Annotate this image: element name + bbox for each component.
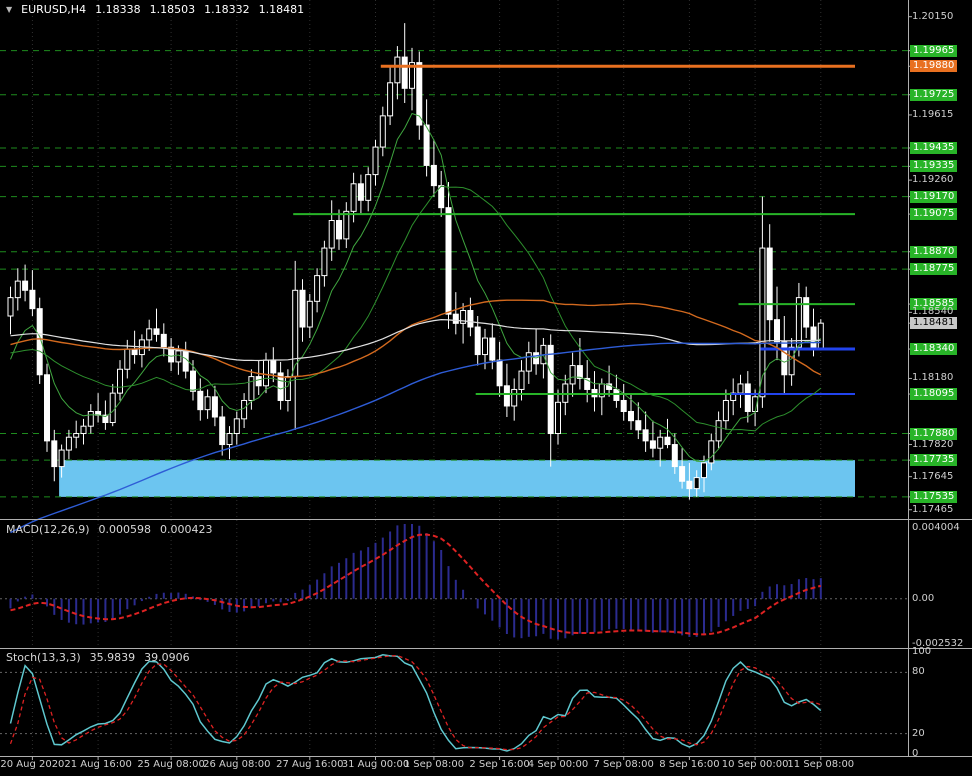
- stoch-indicator-name: Stoch(13,3,3): [6, 651, 81, 664]
- price-axis-label: 1.17880: [910, 428, 958, 440]
- price-axis-label: 1.19725: [910, 89, 958, 101]
- price-axis-label: 1.17645: [912, 471, 954, 482]
- stoch-main-value: 35.9839: [89, 651, 136, 664]
- stoch-axis-label: 80: [912, 666, 925, 677]
- chart-header: ▼ EURUSD,H4 1.18338 1.18503 1.18332 1.18…: [6, 3, 304, 16]
- price-axis-label: 1.17465: [912, 504, 954, 515]
- macd-main-value: 0.000598: [98, 523, 152, 536]
- price-axis-label: 1.19880: [910, 60, 958, 72]
- price-axis-label: 1.18180: [912, 372, 954, 383]
- macd-signal-value: 0.000423: [160, 523, 213, 536]
- time-axis-label: 2 Sep 16:00: [469, 759, 530, 770]
- time-axis-label: 20 Aug 2020: [0, 759, 65, 770]
- time-axis-label: 25 Aug 08:00: [137, 759, 205, 770]
- price-axis-label: 1.20150: [912, 11, 954, 22]
- price-axis-label: 1.19075: [910, 208, 958, 220]
- price-axis-label: 1.18340: [910, 343, 958, 355]
- symbol-timeframe-label: EURUSD,H4: [21, 3, 87, 16]
- price-axis-label: 1.19260: [912, 174, 954, 185]
- ohlc-low-value: 1.18332: [204, 3, 250, 16]
- time-axis-label: 11 Sep 08:00: [787, 759, 855, 770]
- time-axis-label: 26 Aug 08:00: [203, 759, 271, 770]
- price-axis-label: 1.18585: [910, 298, 958, 310]
- stoch-axis-label: 0: [912, 748, 919, 759]
- ohlc-open-value: 1.18338: [95, 3, 141, 16]
- price-axis-label: 1.18870: [910, 246, 958, 258]
- time-axis-label: 7 Sep 08:00: [593, 759, 654, 770]
- price-axis-label: 1.17535: [910, 491, 958, 503]
- stoch-signal-value: 39.0906: [144, 651, 190, 664]
- macd-panel-label: MACD(12,26,9) 0.000598 0.000423: [6, 523, 213, 536]
- price-axis-label: 1.18775: [910, 263, 958, 275]
- symbol-dropdown-icon[interactable]: ▼: [6, 5, 13, 14]
- price-axis-label: 1.19435: [910, 142, 958, 154]
- macd-axis-max-label: 0.004004: [912, 522, 960, 533]
- price-axis-label: 1.19335: [910, 160, 958, 172]
- stoch-panel-label: Stoch(13,3,3) 35.9839 39.0906: [6, 651, 190, 664]
- price-axis-label: 1.19965: [910, 45, 958, 57]
- time-axis-label: 8 Sep 16:00: [659, 759, 720, 770]
- price-axis-label: 1.18540: [912, 306, 954, 317]
- stoch-axis-label: 20: [912, 728, 925, 739]
- time-axis-label: 21 Aug 16:00: [64, 759, 132, 770]
- price-axis-label: 1.19170: [910, 191, 958, 203]
- time-axis-label: 10 Sep 00:00: [721, 759, 789, 770]
- time-axis-label: 31 Aug 00:00: [341, 759, 410, 770]
- price-axis-label: 1.17735: [910, 454, 958, 466]
- price-axis-label: 1.17820: [912, 439, 954, 450]
- macd-axis-zero-label: 0.00: [912, 593, 935, 604]
- price-axis-label: 1.19615: [912, 109, 954, 120]
- current-price-label: 1.18481: [910, 317, 958, 329]
- ohlc-high-value: 1.18503: [149, 3, 196, 16]
- macd-indicator-name: MACD(12,26,9): [6, 523, 90, 536]
- ohlc-close-value: 1.18481: [258, 3, 305, 16]
- stoch-axis-label: 100: [912, 646, 932, 657]
- time-axis-label: 27 Aug 16:00: [276, 759, 344, 770]
- price-axis-label: 1.18095: [910, 388, 958, 400]
- macd-axis-min-label: -0.002532: [912, 638, 964, 649]
- time-axis-label: 1 Sep 08:00: [403, 759, 465, 770]
- time-axis-label: 4 Sep 00:00: [527, 759, 589, 770]
